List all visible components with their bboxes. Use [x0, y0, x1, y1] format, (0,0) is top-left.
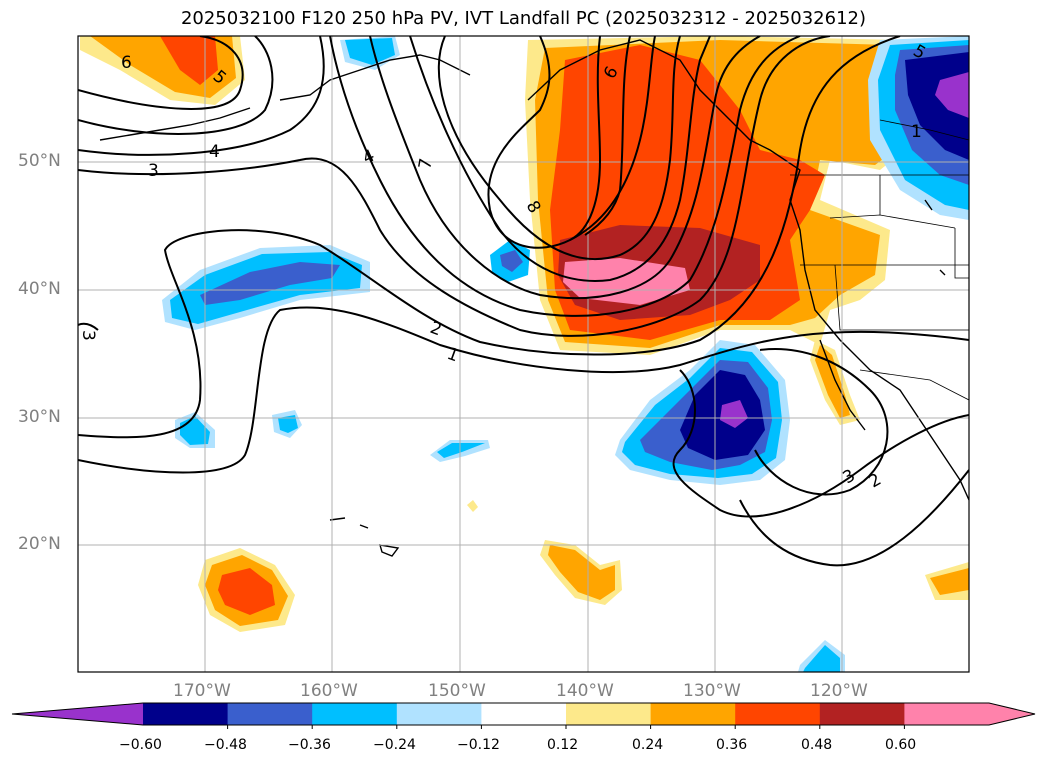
lat-label-20: 20°N	[18, 534, 61, 554]
colorbar-segment	[227, 703, 313, 725]
colorbar-segment	[143, 703, 229, 725]
colorbar-tick: 0.60	[885, 737, 917, 753]
political-borders	[790, 119, 969, 401]
colorbar-tick: 0.24	[632, 737, 664, 753]
colorbar-segment	[904, 703, 990, 725]
pv-contours	[78, 36, 969, 567]
contour-label: 1	[911, 122, 922, 142]
lon-label-120w: 120°W	[810, 681, 868, 701]
colorbar-extend-min	[12, 703, 143, 725]
colorbar-segment	[481, 703, 567, 725]
colorbar-segment	[819, 703, 905, 725]
colorbar-tick: 0.12	[547, 737, 579, 753]
colorbar-outline	[11, 702, 1036, 726]
colorbar-tick: −0.24	[373, 737, 416, 753]
colorbar-extend-max	[989, 703, 1035, 725]
colorbar-tick: 0.36	[716, 737, 748, 753]
map-frame	[77, 35, 970, 673]
contour-label: 3	[78, 330, 98, 341]
colorbar-tick: −0.36	[288, 737, 331, 753]
colorbar-tick: −0.12	[457, 737, 500, 753]
colorbar-tick: 0.48	[801, 737, 833, 753]
colorbar-segment	[312, 703, 398, 725]
colorbar-segment	[396, 703, 482, 725]
colorbar-segment	[735, 703, 821, 725]
lon-label-130w: 130°W	[683, 681, 741, 701]
contour-label: 6	[121, 53, 132, 73]
colorbar-segment	[650, 703, 736, 725]
graticule	[78, 36, 969, 672]
lat-label-40: 40°N	[18, 279, 61, 299]
lon-label-170w: 170°W	[173, 681, 231, 701]
map-title: 2025032100 F120 250 hPa PV, IVT Landfall…	[180, 8, 867, 29]
colorbar-tick: −0.60	[119, 737, 162, 753]
colorbar-segment	[566, 703, 652, 725]
contour-label: 4	[209, 142, 220, 162]
colorbar-tick: −0.48	[204, 737, 247, 753]
lat-label-50: 50°N	[18, 151, 61, 171]
lat-label-30: 30°N	[18, 407, 61, 427]
lon-label-140w: 140°W	[556, 681, 614, 701]
lon-label-150w: 150°W	[428, 681, 486, 701]
colorbar	[11, 702, 1036, 729]
contour-label: 7	[415, 157, 437, 171]
contour-label: 3	[148, 161, 159, 181]
lon-label-160w: 160°W	[300, 681, 358, 701]
